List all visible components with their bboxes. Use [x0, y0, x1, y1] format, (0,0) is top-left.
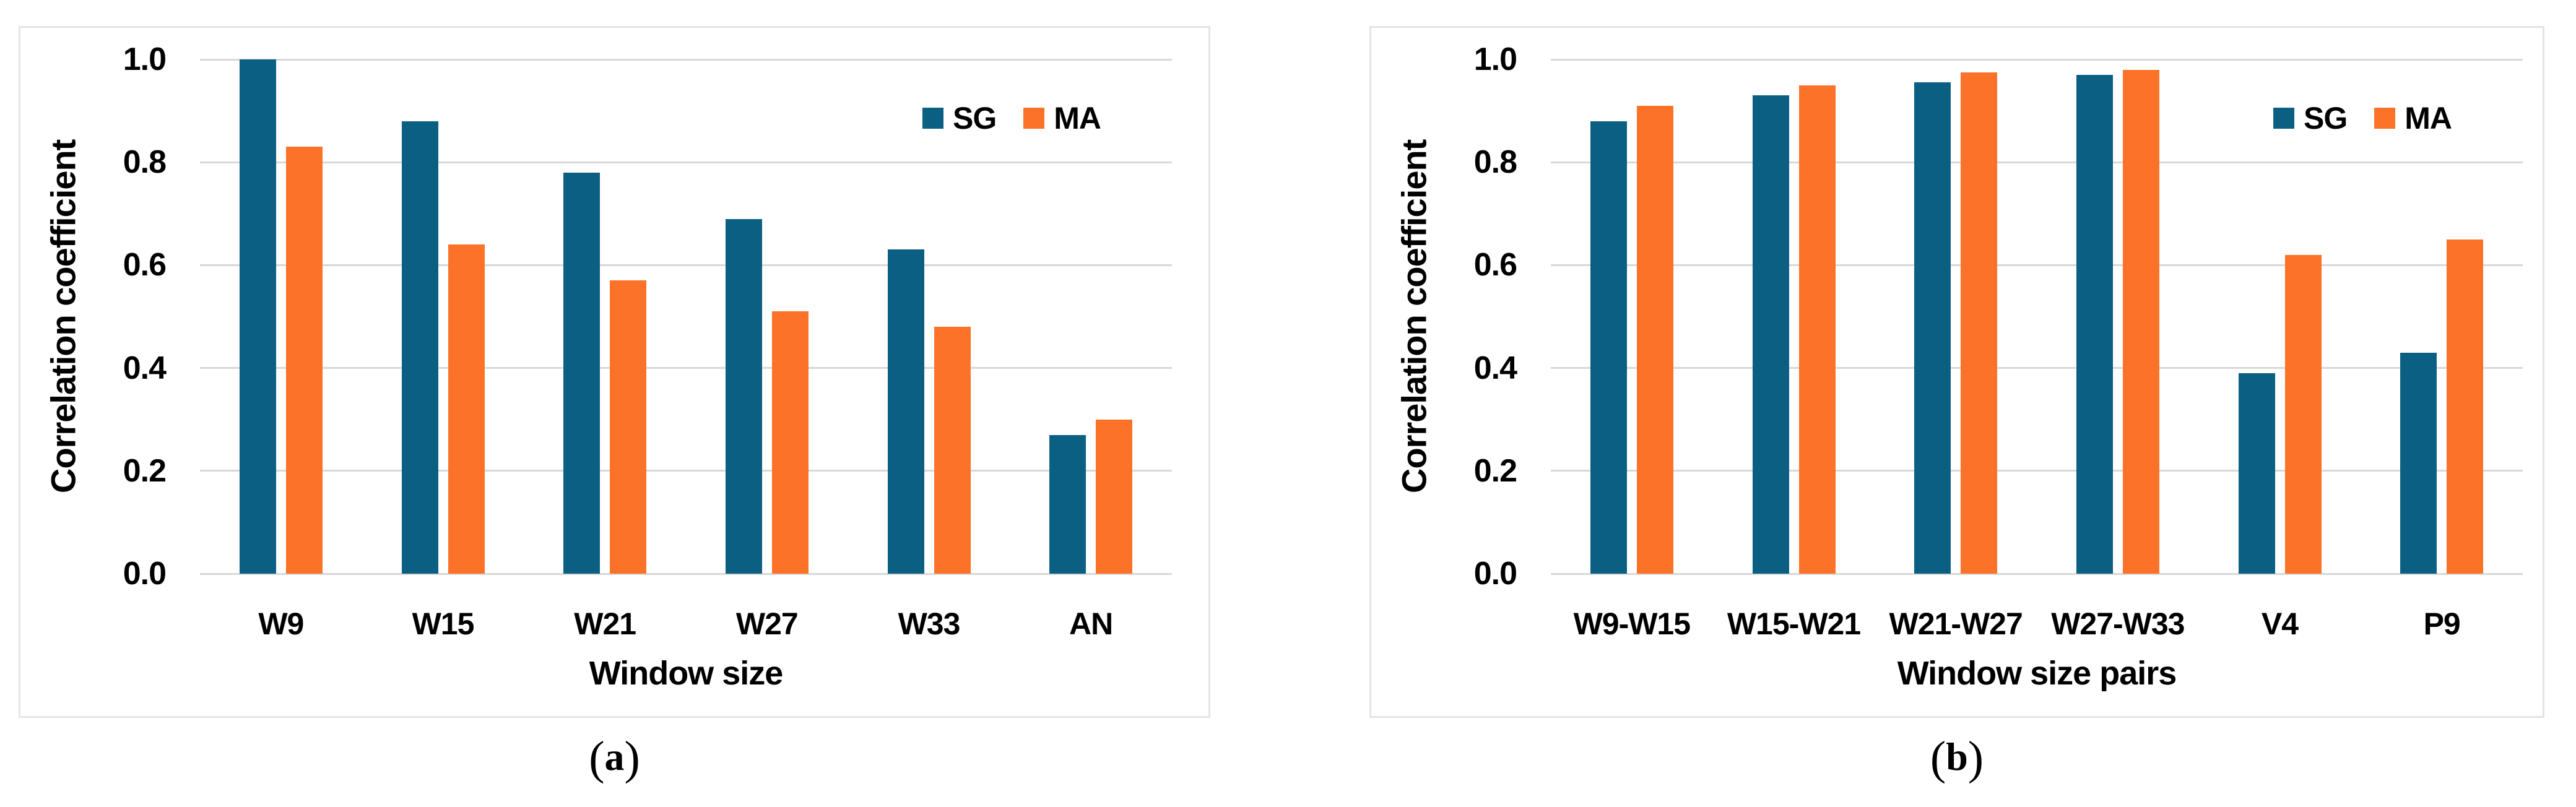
legend-label-ma: MA	[2405, 101, 2452, 136]
bar-ma-w21-w27	[1961, 72, 1998, 574]
gridline-y-1.0	[200, 58, 1172, 61]
legend-swatch-ma	[1023, 108, 1045, 129]
x-axis-title: Window size	[589, 655, 784, 692]
ytick-label: 1.0	[1473, 41, 1517, 77]
bar-sg-p9	[2400, 352, 2437, 574]
bar-ma-w9-w15	[1636, 105, 1673, 574]
bar-sg-w9-w15	[1590, 121, 1627, 574]
bar-ma-w27-w33	[2122, 69, 2159, 574]
bar-sg-w21-w27	[1914, 82, 1951, 574]
legend-item-sg: SG	[2273, 101, 2348, 136]
legend-label-sg: SG	[952, 101, 997, 136]
plot-area: 1.0 0.8 0.6 0.4 0.2 0.0 W9 W15 W21 W27 W33 AN SG MA	[123, 43, 1172, 641]
bar-ma-w15	[448, 244, 485, 574]
ytick-label: 0.0	[123, 556, 167, 592]
xtick-label: P9	[2423, 606, 2461, 641]
bar-sg-w21	[563, 172, 601, 574]
caption-close-paren: )	[624, 732, 640, 784]
chart-panel-a: Correlation coefficient 1.0 0.8 0.6 0.4 0.2 0…	[19, 26, 1210, 718]
xtick-label: W27-W33	[2051, 606, 2185, 641]
xtick-label: V4	[2261, 606, 2299, 641]
ytick-label: 0.8	[123, 144, 167, 181]
ytick-label: 0.0	[1473, 556, 1517, 592]
legend-label-ma: MA	[1054, 101, 1101, 136]
caption-close-paren: )	[1967, 732, 1984, 784]
xtick-label: W21	[574, 606, 636, 641]
bar-ma-an	[1096, 419, 1133, 574]
gridline-y-0.8	[1551, 161, 2523, 163]
xtick-label: AN	[1069, 606, 1113, 641]
plot-area: 1.0 0.8 0.6 0.4 0.2 0.0 W9-W15 W15-W21 W21-W27 W2…	[1474, 43, 2523, 641]
legend-item-ma: MA	[1023, 103, 1101, 134]
figure-caption-b: (b)	[1369, 731, 2544, 793]
bar-ma-p9	[2447, 239, 2484, 574]
ytick-label: 0.2	[123, 452, 167, 489]
bar-sg-w9	[239, 59, 276, 574]
ytick-label: 0.4	[1473, 350, 1517, 386]
bar-ma-w33	[934, 327, 971, 574]
ytick-label: 0.4	[123, 350, 167, 386]
caption-letter: a	[604, 735, 625, 779]
legend-swatch-sg	[922, 108, 943, 129]
ytick-label: 0.6	[1473, 247, 1517, 283]
xtick-label: W33	[898, 606, 961, 641]
legend-item-ma: MA	[2374, 103, 2452, 134]
ytick-label: 1.0	[123, 41, 167, 77]
legend-swatch-sg	[2273, 108, 2294, 129]
bar-ma-v4	[2284, 254, 2322, 574]
gridline-y-0.4	[1551, 367, 2523, 369]
bar-ma-w27	[771, 311, 809, 574]
bar-sg-w15	[401, 121, 438, 574]
chart-panel-b: Correlation coefficient 1.0 0.8 0.6 0.4 0.2 0…	[1369, 26, 2544, 718]
ytick-label: 0.6	[123, 247, 167, 283]
caption-open-paren: (	[1930, 732, 1946, 784]
gridline-y-0.6	[1551, 264, 2523, 266]
legend-swatch-ma	[2374, 108, 2396, 129]
caption-open-paren: (	[589, 732, 605, 784]
bar-sg-w27	[725, 218, 762, 574]
gridline-y-0.6	[200, 264, 1172, 266]
bar-sg-w15-w21	[1752, 95, 1789, 574]
xtick-label: W21-W27	[1889, 606, 2023, 641]
legend-item-sg: SG	[922, 101, 997, 136]
bar-sg-an	[1049, 434, 1086, 574]
y-axis-title: Correlation coefficient	[1394, 139, 1434, 494]
gridline-y-0.8	[200, 161, 1172, 163]
bar-ma-w21	[610, 280, 647, 574]
y-axis-title: Correlation coefficient	[43, 139, 83, 494]
bar-sg-w27-w33	[2076, 74, 2113, 574]
bar-sg-v4	[2238, 373, 2275, 574]
gridline-y-0.0	[200, 572, 1172, 575]
gridline-y-1.0	[1551, 58, 2523, 61]
ytick-label: 0.8	[1473, 144, 1517, 181]
figure-caption-a: (a)	[19, 731, 1210, 793]
legend-label-sg: SG	[2303, 101, 2348, 136]
gridline-y-0.4	[200, 367, 1172, 369]
xtick-label: W9	[258, 606, 304, 641]
xtick-label: W27	[735, 606, 799, 641]
xtick-label: W15-W21	[1727, 606, 1861, 641]
x-axis-title: Window size pairs	[1897, 655, 2177, 692]
bar-sg-w33	[887, 249, 924, 574]
bar-ma-w9	[285, 147, 323, 574]
gridline-y-0.2	[1551, 470, 2523, 472]
legend: SG MA	[2273, 103, 2452, 134]
bar-ma-w15-w21	[1798, 85, 1836, 574]
gridline-y-0.2	[200, 470, 1172, 472]
ytick-label: 0.2	[1473, 452, 1517, 489]
xtick-label: W15	[412, 606, 475, 641]
caption-letter: b	[1946, 735, 1968, 779]
xtick-label: W9-W15	[1573, 606, 1691, 641]
gridline-y-0.0	[1551, 572, 2523, 575]
legend: SG MA	[922, 103, 1101, 134]
